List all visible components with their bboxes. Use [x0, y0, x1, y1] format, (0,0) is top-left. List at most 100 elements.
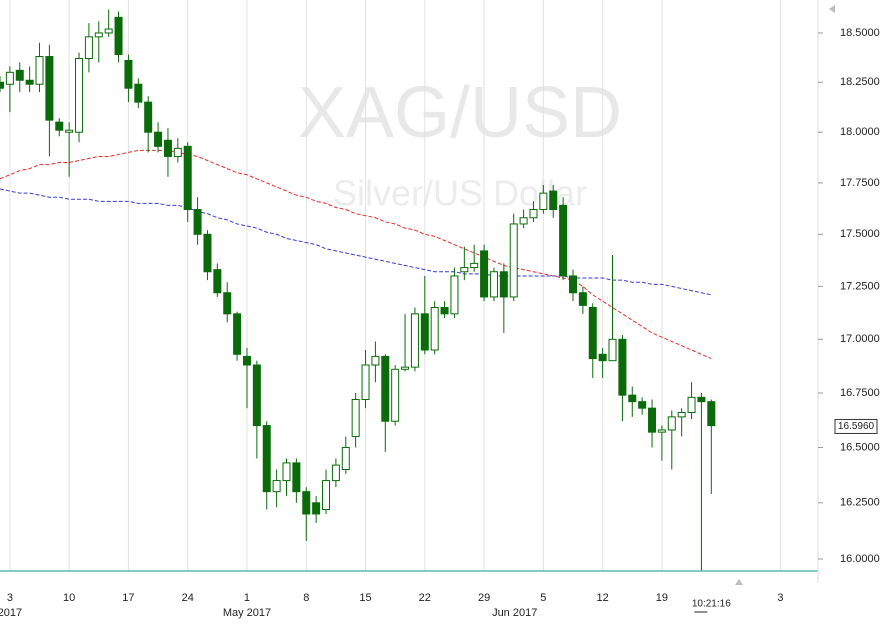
candle-body: [183, 145, 192, 211]
candle-body: [430, 306, 439, 351]
candle-body: [5, 71, 14, 85]
x-tick-label: 8: [303, 592, 309, 604]
x-tick-label: 29: [478, 592, 490, 604]
x-tick-label: 3: [777, 592, 783, 604]
candle-body: [539, 192, 548, 211]
candle-body: [242, 355, 251, 366]
candle-body: [549, 190, 558, 211]
y-tick-label: 17.2500: [840, 280, 880, 292]
last-price-box: [834, 418, 878, 434]
candle-body: [262, 425, 271, 493]
candle-body: [114, 16, 123, 56]
candle-body: [568, 275, 577, 294]
month-label: Jun 2017: [492, 607, 537, 619]
y-tick-label: 16.0000: [840, 553, 880, 565]
x-tick-label: 15: [359, 592, 371, 604]
y-tick-label: 18.0000: [840, 126, 880, 138]
candle-body: [450, 275, 459, 315]
candle-body: [104, 28, 113, 34]
y-tick-label: 16.5000: [840, 441, 880, 453]
candle-body: [25, 79, 34, 85]
candle-body: [252, 364, 261, 427]
month-label: 2017: [0, 607, 22, 619]
moving-average: [0, 149, 712, 360]
candle-body: [0, 81, 4, 89]
candle-body: [559, 204, 568, 277]
y-tick-label: 17.0000: [840, 333, 880, 345]
x-tick-label: 1: [244, 592, 250, 604]
x-tick-label: 22: [419, 592, 431, 604]
candle-body: [55, 121, 64, 131]
candle-body: [667, 416, 676, 431]
candle-body: [312, 502, 321, 515]
candle-body: [529, 209, 538, 219]
x-tick-label: 19: [656, 592, 668, 604]
candle-body: [361, 364, 370, 400]
candle-body: [470, 262, 479, 269]
candle-body: [15, 69, 24, 81]
watermark-subtitle: Silver/US Dollar: [333, 173, 587, 214]
y-tick-label: 18.2500: [840, 76, 880, 88]
candle-body: [460, 267, 469, 273]
candle-body: [648, 407, 657, 433]
candle-body: [381, 355, 390, 422]
candle-body: [282, 462, 291, 482]
candle-body: [489, 271, 498, 298]
x-tick-label: 5: [540, 592, 546, 604]
scroll-arrow[interactable]: [829, 5, 835, 13]
candle-body: [292, 462, 301, 493]
candle-body: [519, 217, 528, 225]
candle-body: [697, 396, 706, 403]
candle-body: [341, 446, 350, 471]
watermark-title: XAG/USD: [298, 73, 622, 153]
candle-body: [509, 223, 518, 298]
x-tick-label: 24: [182, 592, 194, 604]
candle-body: [657, 429, 666, 433]
x-tick-label: 12: [597, 592, 609, 604]
candle-body: [331, 464, 340, 482]
candle-body: [163, 139, 172, 157]
candle-body: [618, 338, 627, 396]
candle-body: [223, 292, 232, 315]
candle-body: [84, 36, 93, 59]
candle-body: [410, 313, 419, 368]
candle-body: [687, 396, 696, 414]
candle-body: [480, 250, 489, 298]
candle-body: [173, 147, 182, 157]
candle-body: [65, 129, 74, 133]
candle-body: [420, 313, 429, 351]
month-label: May 2017: [223, 607, 271, 619]
candle-body: [94, 32, 103, 38]
candle-body: [134, 83, 143, 103]
candle-body: [302, 491, 311, 515]
y-tick-label: 16.2500: [840, 497, 880, 509]
candle-body: [351, 398, 360, 438]
candle-body: [401, 366, 410, 370]
scroll-arrow[interactable]: [735, 579, 743, 585]
x-tick-label: 17: [122, 592, 134, 604]
candle-body: [371, 355, 380, 366]
candle-body: [45, 56, 54, 121]
y-tick-label: 17.7500: [840, 177, 880, 189]
candle-body: [638, 401, 647, 409]
candle-body: [588, 306, 597, 360]
candle-body: [322, 480, 331, 510]
candle-body: [193, 209, 202, 235]
candle-body: [707, 401, 716, 427]
candle-body: [213, 269, 222, 294]
candle-body: [75, 57, 84, 133]
candle-body: [499, 271, 508, 298]
y-tick-label: 18.5000: [840, 27, 880, 39]
candle-body: [628, 394, 637, 403]
time-label: 10:21:16: [692, 599, 731, 610]
y-tick-label: 17.5000: [840, 228, 880, 240]
candle-body: [124, 59, 133, 89]
candle-body: [608, 338, 617, 362]
candle-body: [35, 56, 44, 85]
y-tick-label: 16.7500: [840, 387, 880, 399]
candle-body: [391, 368, 400, 422]
candle-body: [578, 292, 587, 306]
candle-body: [144, 101, 153, 133]
x-tick-label: 10: [63, 592, 75, 604]
